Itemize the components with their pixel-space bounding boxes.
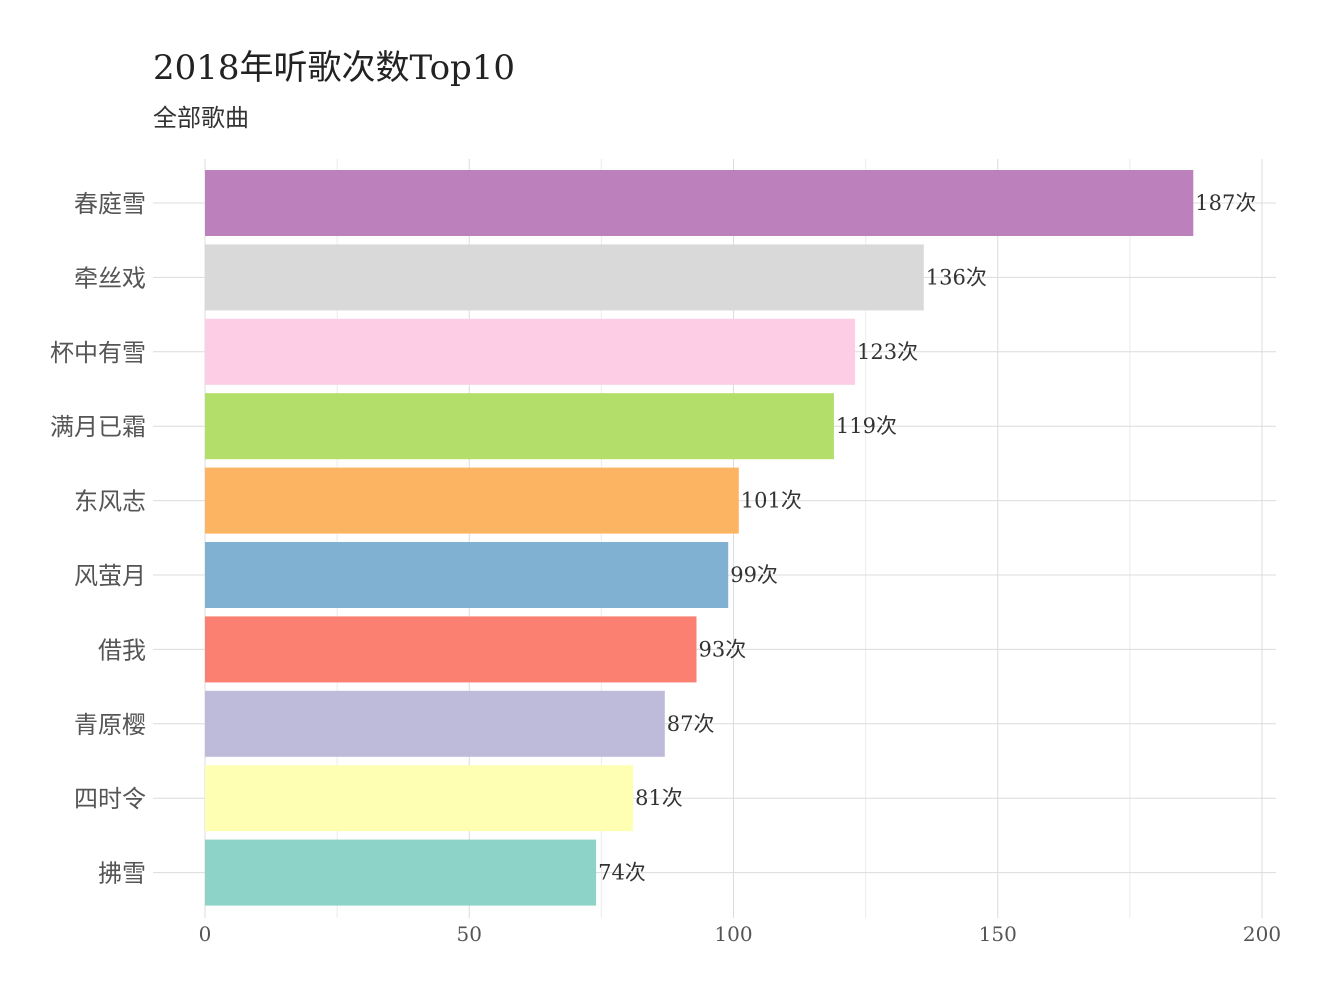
bar xyxy=(205,393,834,460)
bar xyxy=(205,765,634,832)
chart-title: 2018年听歌次数Top10 xyxy=(153,48,516,88)
bar xyxy=(205,616,697,683)
y-tick-label: 春庭雪 xyxy=(74,190,146,218)
bar-data-label: 87次 xyxy=(667,712,715,736)
bar-data-label: 119次 xyxy=(836,414,897,438)
bar-data-label: 123次 xyxy=(857,340,918,364)
y-tick-label: 借我 xyxy=(98,636,146,664)
bar xyxy=(205,318,856,385)
x-axis-tick-labels: 0 50 100 150 200 xyxy=(199,922,1281,946)
y-tick-label: 四时令 xyxy=(74,785,146,813)
bar xyxy=(205,542,729,608)
x-tick-label: 0 xyxy=(199,922,212,946)
y-tick-label: 东风志 xyxy=(74,488,146,516)
bar xyxy=(205,839,597,906)
bar-data-label: 136次 xyxy=(926,265,987,289)
bar-data-label: 81次 xyxy=(635,786,683,810)
bars xyxy=(205,170,1194,906)
x-tick-label: 150 xyxy=(979,922,1017,946)
bar xyxy=(205,690,665,757)
bar-data-label: 187次 xyxy=(1195,191,1256,215)
y-tick-label: 青原樱 xyxy=(74,711,146,739)
chart-subtitle: 全部歌曲 xyxy=(153,104,249,132)
y-tick-label: 牵丝戏 xyxy=(74,264,146,292)
bar-data-label: 74次 xyxy=(598,861,646,885)
bar-data-label: 101次 xyxy=(741,489,802,513)
bar xyxy=(205,467,739,534)
x-tick-label: 200 xyxy=(1243,922,1281,946)
bar xyxy=(205,244,924,311)
x-tick-label: 50 xyxy=(457,922,482,946)
bar xyxy=(205,170,1194,236)
y-tick-label: 杯中有雪 xyxy=(50,339,146,367)
y-tick-label: 风萤月 xyxy=(74,562,146,590)
y-tick-label: 满月已霜 xyxy=(50,413,146,441)
x-tick-label: 100 xyxy=(714,922,752,946)
bar-data-label: 99次 xyxy=(730,563,778,587)
bar-data-label: 93次 xyxy=(699,637,747,661)
data-labels: 187次 136次 123次 119次 101次 99次 93次 87次 81次 74次 xyxy=(598,191,1256,885)
y-tick-label: 拂雪 xyxy=(98,860,146,888)
